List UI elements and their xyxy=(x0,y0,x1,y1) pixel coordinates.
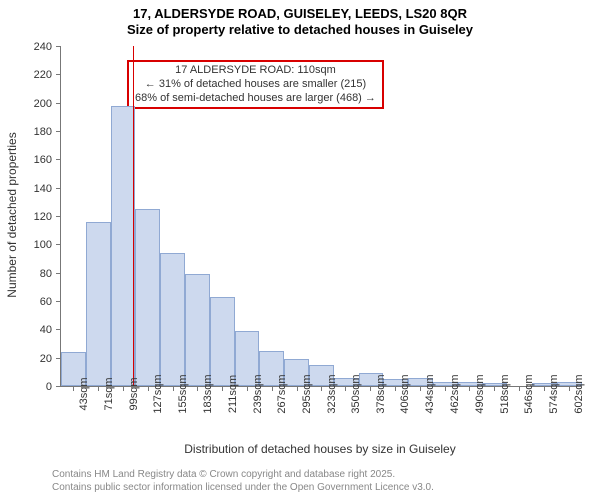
ytick-mark xyxy=(56,103,61,104)
xtick-label: 99sqm xyxy=(128,377,140,410)
footer-line-2: Contains public sector information licen… xyxy=(52,481,434,494)
annotation-line-1: 17 ALDERSYDE ROAD: 110sqm xyxy=(135,64,376,78)
histogram-bar xyxy=(135,209,160,386)
xtick-mark xyxy=(123,386,124,391)
xtick-label: 155sqm xyxy=(177,374,189,413)
histogram-bar xyxy=(210,297,235,386)
chart-title: 17, ALDERSYDE ROAD, GUISELEY, LEEDS, LS2… xyxy=(0,0,600,37)
annotation-line-2: ← 31% of detached houses are smaller (21… xyxy=(135,78,376,92)
chart-container: 17, ALDERSYDE ROAD, GUISELEY, LEEDS, LS2… xyxy=(0,0,600,500)
ytick-mark xyxy=(56,244,61,245)
plot-area: 17 ALDERSYDE ROAD: 110sqm← 31% of detach… xyxy=(60,46,581,387)
xtick-mark xyxy=(222,386,223,391)
xtick-label: 239sqm xyxy=(252,374,264,413)
footer-line-1: Contains HM Land Registry data © Crown c… xyxy=(52,468,434,481)
xtick-label: 574sqm xyxy=(548,374,560,413)
xtick-mark xyxy=(370,386,371,391)
ytick-mark xyxy=(56,188,61,189)
ytick-mark xyxy=(56,273,61,274)
histogram-bar xyxy=(185,274,210,386)
xtick-label: 378sqm xyxy=(375,374,387,413)
footer-credits: Contains HM Land Registry data © Crown c… xyxy=(52,468,434,494)
annotation-box: 17 ALDERSYDE ROAD: 110sqm← 31% of detach… xyxy=(127,60,384,109)
xtick-mark xyxy=(272,386,273,391)
xtick-label: 295sqm xyxy=(301,374,313,413)
xtick-mark xyxy=(445,386,446,391)
histogram-bar xyxy=(86,222,111,386)
xtick-mark xyxy=(197,386,198,391)
xtick-mark xyxy=(173,386,174,391)
xtick-mark xyxy=(544,386,545,391)
xtick-mark xyxy=(98,386,99,391)
x-axis-label: Distribution of detached houses by size … xyxy=(60,442,580,456)
xtick-mark xyxy=(469,386,470,391)
xtick-label: 71sqm xyxy=(103,377,115,410)
xtick-mark xyxy=(519,386,520,391)
ytick-mark xyxy=(56,216,61,217)
reference-line xyxy=(133,46,134,386)
xtick-label: 490sqm xyxy=(474,374,486,413)
xtick-label: 546sqm xyxy=(523,374,535,413)
xtick-mark xyxy=(420,386,421,391)
xtick-mark xyxy=(297,386,298,391)
ytick-mark xyxy=(56,329,61,330)
xtick-label: 406sqm xyxy=(399,374,411,413)
xtick-label: 434sqm xyxy=(424,374,436,413)
histogram-bar xyxy=(160,253,185,386)
ytick-mark xyxy=(56,131,61,132)
xtick-label: 323sqm xyxy=(326,374,338,413)
ytick-mark xyxy=(56,358,61,359)
title-line-1: 17, ALDERSYDE ROAD, GUISELEY, LEEDS, LS2… xyxy=(0,6,600,22)
ytick-mark xyxy=(56,386,61,387)
xtick-label: 183sqm xyxy=(202,374,214,413)
xtick-mark xyxy=(569,386,570,391)
ytick-mark xyxy=(56,46,61,47)
xtick-mark xyxy=(494,386,495,391)
xtick-mark xyxy=(73,386,74,391)
xtick-label: 462sqm xyxy=(449,374,461,413)
xtick-mark xyxy=(247,386,248,391)
xtick-mark xyxy=(148,386,149,391)
ytick-mark xyxy=(56,159,61,160)
xtick-label: 267sqm xyxy=(276,374,288,413)
xtick-label: 127sqm xyxy=(152,374,164,413)
y-axis-label: Number of detached properties xyxy=(5,115,19,315)
ytick-mark xyxy=(56,301,61,302)
xtick-label: 211sqm xyxy=(227,375,239,413)
xtick-mark xyxy=(395,386,396,391)
xtick-mark xyxy=(321,386,322,391)
xtick-label: 602sqm xyxy=(573,374,585,413)
xtick-label: 518sqm xyxy=(499,374,511,413)
xtick-label: 350sqm xyxy=(350,374,362,413)
xtick-label: 43sqm xyxy=(78,377,90,410)
ytick-mark xyxy=(56,74,61,75)
histogram-bar xyxy=(111,106,136,387)
annotation-line-3: 68% of semi-detached houses are larger (… xyxy=(135,92,376,106)
xtick-mark xyxy=(345,386,346,391)
title-line-2: Size of property relative to detached ho… xyxy=(0,22,600,38)
